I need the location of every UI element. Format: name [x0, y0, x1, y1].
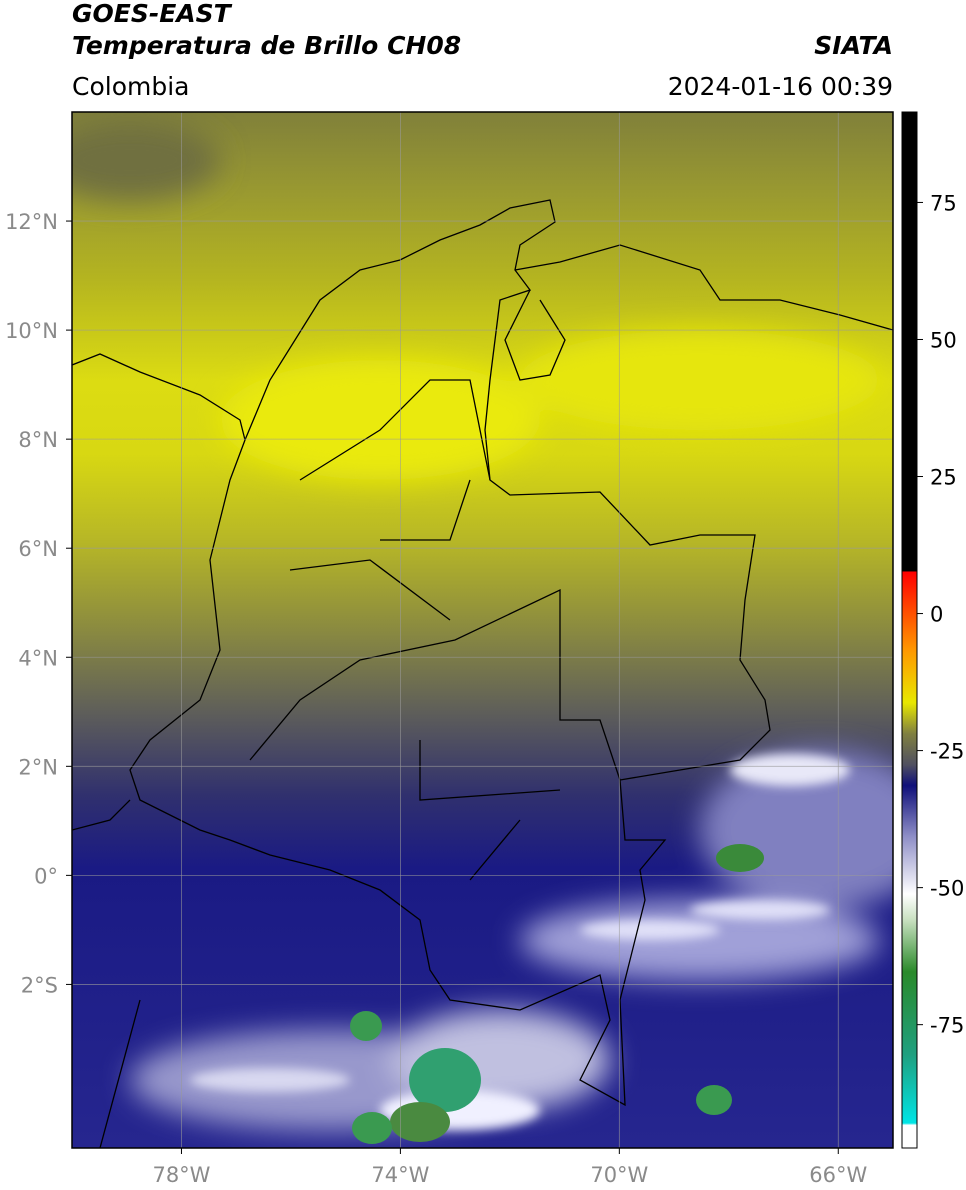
y-tick-label: 0° [34, 864, 58, 888]
colorbar-tick-label: 50 [930, 328, 957, 352]
x-tick-label: 66°W [809, 1163, 867, 1187]
y-tick-label: 8°N [18, 428, 58, 452]
y-tick-label: 6°N [18, 537, 58, 561]
colorbar-tick-label: 25 [930, 466, 957, 490]
x-tick-label: 70°W [590, 1163, 648, 1187]
y-tick-label: 4°N [18, 646, 58, 670]
colorbar-tick-label: -25 [930, 740, 964, 764]
y-tick-label: 12°N [5, 210, 58, 234]
colorbar-tick-label: -50 [930, 877, 964, 901]
region: Colombia [72, 72, 189, 101]
timestamp: 2024-01-16 00:39 [668, 72, 893, 101]
map-frame [71, 111, 894, 1149]
colorbar [901, 111, 918, 1149]
source: SIATA [814, 31, 893, 60]
y-tick-label: 2°S [21, 973, 58, 997]
colorbar-tick-label: -75 [930, 1014, 964, 1038]
title: GOES-EAST [72, 0, 233, 28]
y-tick-label: 2°N [18, 755, 58, 779]
satellite-image [72, 112, 893, 1148]
colorbar-tick-label: 75 [930, 191, 957, 215]
x-tick-label: 74°W [371, 1163, 429, 1187]
x-tick-label: 78°W [152, 1163, 210, 1187]
colorbar-tick-label: 0 [930, 603, 943, 627]
y-tick-label: 10°N [5, 319, 58, 343]
subtitle: Temperatura de Brillo CH08 [72, 31, 461, 60]
